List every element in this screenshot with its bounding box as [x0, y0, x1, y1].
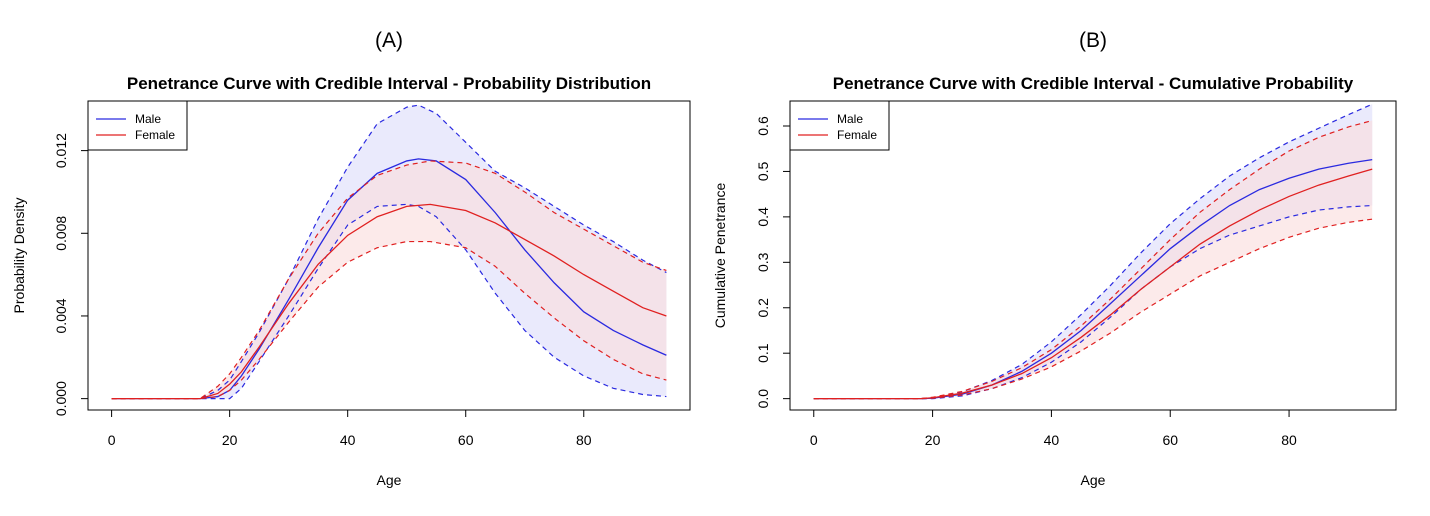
mean-line-male [111, 158, 667, 400]
legend: Male Female [789, 100, 890, 151]
upper-bound-line-female [111, 160, 667, 400]
x-axis: 0 20 40 60 80 Age [810, 409, 1297, 488]
panel-label: (A) [375, 29, 403, 52]
legend-box [87, 100, 188, 151]
y-axis: 0.000 0.004 0.008 0.012 Probability Density [11, 133, 89, 416]
credible-band-female [813, 120, 1373, 399]
y-axis: 0.0 0.1 0.2 0.3 0.4 0.5 0.6 Cumulative Penetran… [712, 116, 791, 409]
y-tick-label: 0.012 [53, 133, 69, 168]
y-tick-label: 0.004 [53, 298, 69, 333]
y-tick-label: 0.008 [53, 216, 69, 251]
x-tick-label: 60 [458, 432, 474, 448]
mean-line-female [111, 203, 667, 400]
legend-label-male: Male [135, 112, 161, 126]
legend: Male Female [87, 100, 188, 151]
lower-bound-line-female [813, 218, 1373, 400]
y-tick-label: 0.0 [755, 389, 771, 409]
upper-bound-line-female [813, 119, 1373, 400]
y-axis-label: Cumulative Penetrance [712, 183, 728, 329]
x-tick-label: 0 [108, 432, 116, 448]
x-tick-label: 20 [925, 432, 941, 448]
panel-label: (B) [1079, 29, 1107, 52]
lower-bound-line-female [111, 240, 667, 400]
plot-area [813, 103, 1373, 400]
y-tick-label: 0.1 [755, 343, 771, 363]
upper-bound-line-male [111, 104, 667, 400]
y-tick-label: 0.5 [755, 161, 771, 181]
x-tick-label: 40 [340, 432, 356, 448]
x-tick-label: 80 [1281, 432, 1297, 448]
legend-box [789, 100, 890, 151]
x-tick-label: 80 [576, 432, 592, 448]
x-axis-label: Age [377, 472, 402, 488]
mean-line-male [813, 158, 1373, 400]
legend-label-male: Male [837, 112, 863, 126]
y-tick-label: 0.6 [755, 116, 771, 136]
x-axis-label: Age [1081, 472, 1106, 488]
x-tick-label: 0 [810, 432, 818, 448]
panel-b: (B) Penetrance Curve with Credible Interv… [712, 29, 1397, 488]
x-axis: 0 20 40 60 80 Age [108, 409, 592, 488]
credible-band-male [813, 104, 1373, 399]
legend-label-female: Female [135, 128, 175, 142]
x-tick-label: 20 [222, 432, 238, 448]
x-tick-label: 40 [1044, 432, 1060, 448]
y-axis-label: Probability Density [11, 198, 27, 314]
legend-label-female: Female [837, 128, 877, 142]
panel-a: (A) Penetrance Curve with Credible Interv… [11, 29, 691, 488]
chart-title: Penetrance Curve with Credible Interval … [833, 74, 1354, 93]
x-tick-label: 60 [1162, 432, 1178, 448]
y-tick-label: 0.3 [755, 252, 771, 272]
y-tick-label: 0.000 [53, 381, 69, 416]
lower-bound-line-male [813, 204, 1373, 400]
credible-band-female [111, 160, 667, 399]
lower-bound-line-male [111, 203, 667, 400]
mean-line-female [813, 168, 1373, 400]
y-tick-label: 0.2 [755, 298, 771, 318]
chart-title: Penetrance Curve with Credible Interval … [127, 74, 651, 93]
y-tick-label: 0.4 [755, 207, 771, 227]
plot-area [111, 104, 667, 400]
credible-band-male [111, 105, 667, 399]
